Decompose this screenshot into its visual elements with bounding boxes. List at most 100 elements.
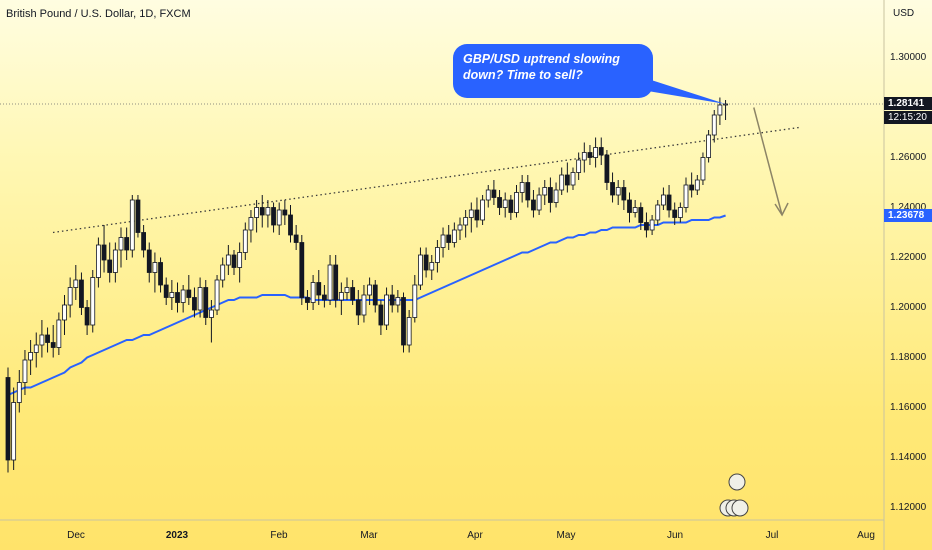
candle-body xyxy=(485,189,491,201)
candle-body xyxy=(401,297,406,346)
candle-body xyxy=(350,287,356,301)
candle-body xyxy=(158,262,163,286)
candle-body xyxy=(282,209,288,216)
candle-body xyxy=(610,182,615,196)
candle-body xyxy=(519,182,525,193)
candle-body xyxy=(395,297,401,306)
candle-body xyxy=(615,187,621,196)
x-tick-label: Feb xyxy=(270,530,288,541)
candle-body xyxy=(242,229,248,253)
candle-body xyxy=(28,352,34,361)
candle-body xyxy=(163,284,169,298)
candle-body xyxy=(559,174,565,191)
candle-body xyxy=(706,134,711,158)
candle-body xyxy=(457,224,463,231)
candle-body xyxy=(361,294,367,316)
candle-body xyxy=(192,297,197,311)
candle-body xyxy=(16,382,22,403)
candle-body xyxy=(463,217,469,226)
candle-body xyxy=(649,219,655,231)
candle-body xyxy=(632,207,638,213)
candle-body xyxy=(101,244,107,261)
candle-body xyxy=(5,377,11,461)
candle-body xyxy=(327,264,333,301)
candle-body xyxy=(536,194,542,211)
candle-body xyxy=(418,254,423,286)
candle-body xyxy=(542,187,548,196)
candle-body xyxy=(423,254,429,271)
moving-average-badge: 1.23678 xyxy=(884,208,932,222)
candle-body xyxy=(672,209,678,218)
candle-body xyxy=(389,294,395,306)
symbol-title: British Pound / U.S. Dollar, 1D, FXCM xyxy=(6,8,191,20)
candle-body xyxy=(237,252,243,268)
candle-body xyxy=(90,277,96,326)
candle-body xyxy=(604,154,610,183)
y-tick-label: 1.20000 xyxy=(890,301,927,313)
candle-body xyxy=(570,172,576,186)
candle-body xyxy=(107,259,113,273)
countdown-badge: 12:15:20 xyxy=(884,110,932,124)
candle-body xyxy=(248,217,254,231)
candle-body xyxy=(644,222,649,231)
x-tick-label: Aug xyxy=(857,530,875,541)
candle-body xyxy=(627,199,632,213)
candle-body xyxy=(276,209,282,226)
y-tick-label: 1.22000 xyxy=(890,251,927,263)
candle-body xyxy=(434,247,440,263)
candle-body xyxy=(305,297,310,303)
candle-body xyxy=(45,334,50,343)
candle-body xyxy=(446,234,452,243)
candle-body xyxy=(587,152,593,158)
y-tick-label: 1.24000 xyxy=(890,201,927,213)
last-price-badge: 1.28141 xyxy=(884,96,932,110)
candle-body xyxy=(316,282,322,296)
candle-body xyxy=(152,262,158,273)
candle-body xyxy=(514,192,519,213)
candle-body xyxy=(50,342,56,348)
candle-body xyxy=(62,304,67,321)
y-tick-label: 1.12000 xyxy=(890,501,927,513)
x-tick-label: 2023 xyxy=(165,530,189,541)
y-tick-label: 1.26000 xyxy=(890,151,927,163)
candle-body xyxy=(491,189,497,198)
candle-body xyxy=(22,359,28,383)
candle-body xyxy=(711,114,717,136)
candle-body xyxy=(208,309,214,318)
candle-body xyxy=(265,207,271,216)
annotation-callout[interactable]: GBP/USD uptrend slowing down? Time to se… xyxy=(453,44,653,98)
candle-body xyxy=(372,284,378,306)
sell-arrow-shaft xyxy=(753,107,783,216)
candle-body xyxy=(429,262,435,271)
candle-body xyxy=(124,237,130,251)
candle-body xyxy=(598,147,604,156)
candle-body xyxy=(293,234,299,243)
candle-body xyxy=(474,209,480,221)
candle-body xyxy=(141,232,147,251)
candle-body xyxy=(180,289,186,303)
candle-body xyxy=(548,187,553,203)
candle-body xyxy=(378,304,384,326)
candle-body xyxy=(508,199,514,213)
candle-body xyxy=(288,214,293,236)
candle-body xyxy=(553,189,559,203)
candle-body xyxy=(321,294,327,301)
candle-body xyxy=(73,279,79,288)
candle-body xyxy=(175,292,180,303)
candle-body xyxy=(581,152,587,161)
candle-body xyxy=(666,194,672,211)
candle-body xyxy=(367,284,373,296)
coin-icon xyxy=(731,499,749,517)
candle-body xyxy=(214,279,220,311)
y-tick-label: 1.30000 xyxy=(890,51,927,63)
candle-body xyxy=(723,103,728,106)
candle-body xyxy=(689,184,695,191)
candle-body xyxy=(576,159,582,173)
x-tick-label: Mar xyxy=(360,530,378,541)
candle-body xyxy=(564,174,570,186)
candle-body xyxy=(146,249,152,273)
candle-body xyxy=(655,204,661,221)
x-tick-label: Apr xyxy=(467,530,483,541)
candle-body xyxy=(169,292,175,298)
